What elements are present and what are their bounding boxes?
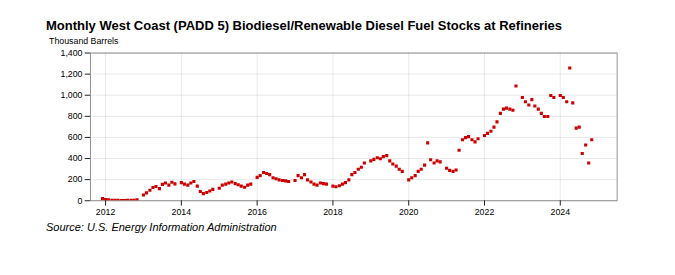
svg-text:2024: 2024 xyxy=(550,207,570,217)
svg-text:1,000: 1,000 xyxy=(61,90,83,100)
svg-text:1,400: 1,400 xyxy=(61,48,83,58)
svg-text:2016: 2016 xyxy=(247,207,267,217)
svg-text:2014: 2014 xyxy=(172,207,192,217)
svg-text:2020: 2020 xyxy=(399,207,419,217)
svg-text:2012: 2012 xyxy=(96,207,116,217)
svg-text:2022: 2022 xyxy=(475,207,495,217)
svg-text:0: 0 xyxy=(78,196,83,206)
svg-text:800: 800 xyxy=(68,111,83,121)
svg-text:200: 200 xyxy=(68,174,83,184)
svg-text:2018: 2018 xyxy=(323,207,343,217)
html-text:Monthly West Coast (PADD 5) Bi: Monthly West Coast (PADD 5) Biodiesel/Re… xyxy=(46,18,562,33)
html-text:Source: U.S. Energy Informatio: Source: U.S. Energy Information Administ… xyxy=(46,221,277,234)
svg-text:600: 600 xyxy=(68,132,83,142)
svg-text:400: 400 xyxy=(68,153,83,163)
svg-text:1,200: 1,200 xyxy=(61,69,83,79)
svg-text:Thousand Barrels: Thousand Barrels xyxy=(49,36,119,46)
